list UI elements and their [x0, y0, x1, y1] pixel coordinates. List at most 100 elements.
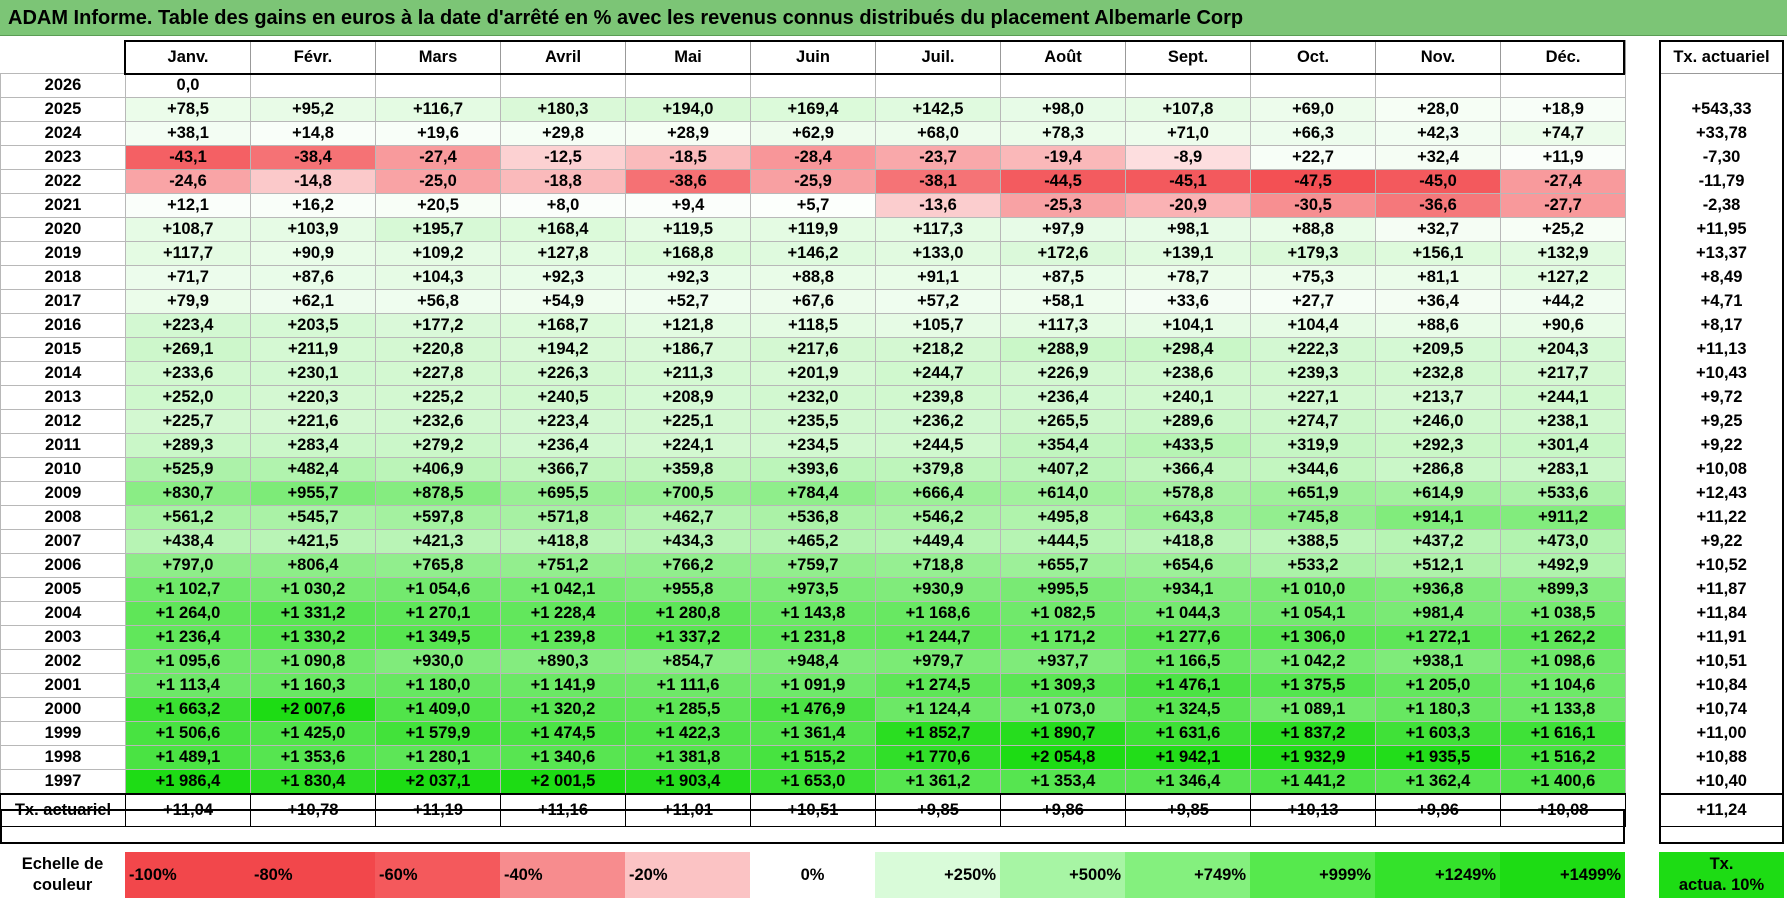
gain-cell: +88,8: [750, 265, 876, 290]
gain-cell: +1 830,4: [250, 769, 376, 794]
year-label: 2007: [0, 529, 126, 554]
gain-cell: +269,1: [125, 337, 251, 362]
gain-cell: +1 903,4: [625, 769, 751, 794]
table-row: 2025 +78,5 +95,2 +116,7 +180,3 +194,0 +169,4 +1…: [0, 97, 1626, 122]
gain-cell: +62,9: [750, 121, 876, 146]
annual-row: +11,84: [1660, 602, 1784, 626]
gain-cell: +66,3: [1250, 121, 1376, 146]
gain-cell: +765,8: [375, 553, 501, 578]
gain-cell: +44,2: [1500, 289, 1626, 314]
annual-row: +10,08: [1660, 458, 1784, 482]
color-scale-step: 0%: [750, 852, 875, 898]
table-row: 2002 +1 095,6 +1 090,8 +930,0 +890,3 +854,7 +9…: [0, 649, 1626, 674]
gain-cell: -47,5: [1250, 169, 1376, 194]
annual-cell: -11,79: [1698, 172, 1745, 190]
annual-row: +10,84: [1660, 674, 1784, 698]
annual-cell: +12,43: [1696, 484, 1747, 502]
gain-cell: +118,5: [750, 313, 876, 338]
gain-cell: +1 663,2: [125, 697, 251, 722]
gain-cell: +239,3: [1250, 361, 1376, 386]
annual-row: +11,91: [1660, 626, 1784, 650]
gain-cell: +444,5: [1000, 529, 1126, 554]
annual-cell: +11,95: [1696, 220, 1747, 238]
gain-cell: +359,8: [625, 457, 751, 482]
year-label: 2012: [0, 409, 126, 434]
color-scale-step-label: +749%: [1194, 865, 1246, 884]
gain-cell: +88,6: [1375, 313, 1501, 338]
color-scale-step: -20%: [625, 852, 750, 898]
gain-cell: +406,9: [375, 457, 501, 482]
gain-cell: +218,2: [875, 337, 1001, 362]
table-row: 2004 +1 264,0 +1 331,2 +1 270,1 +1 228,4 +1 2…: [0, 601, 1626, 626]
year-label: 2017: [0, 289, 126, 314]
gain-cell: +1 239,8: [500, 625, 626, 650]
gain-cell: +177,2: [375, 313, 501, 338]
gain-cell: +890,3: [500, 649, 626, 674]
gain-cell: +1 309,3: [1000, 673, 1126, 698]
color-scale-step-label: +250%: [944, 865, 996, 884]
annual-row: +8,17: [1660, 314, 1784, 338]
year-label: 2002: [0, 649, 126, 674]
gain-cell: +127,8: [500, 241, 626, 266]
gain-cell: +1 331,2: [250, 601, 376, 626]
gain-cell: +56,8: [375, 289, 501, 314]
year-label: 2005: [0, 577, 126, 602]
year-label: 2014: [0, 361, 126, 386]
gain-cell: +1 770,6: [875, 745, 1001, 770]
footer-cell: +10,51: [750, 792, 876, 827]
gain-cell: [1125, 73, 1251, 98]
table-row: 2009 +830,7 +955,7 +878,5 +695,5 +700,5 +784,4…: [0, 481, 1626, 506]
footer-cell: +11,19: [375, 792, 501, 827]
gain-cell: +168,8: [625, 241, 751, 266]
gain-cell: +29,8: [500, 121, 626, 146]
year-label: 2018: [0, 265, 126, 290]
annual-row: -7,30: [1660, 146, 1784, 170]
annual-scale-line2: actua. 10%: [1678, 876, 1765, 894]
gain-cell: +109,2: [375, 241, 501, 266]
gain-cell: +19,6: [375, 121, 501, 146]
gain-cell: +421,5: [250, 529, 376, 554]
gain-cell: +449,4: [875, 529, 1001, 554]
color-scale-step: -40%: [500, 852, 625, 898]
gain-cell: +1 515,2: [750, 745, 876, 770]
gain-cell: +797,0: [125, 553, 251, 578]
gain-cell: +22,7: [1250, 145, 1376, 170]
table-row: 1998 +1 489,1 +1 353,6 +1 280,1 +1 340,6 +1 3…: [0, 745, 1626, 770]
gain-cell: +695,5: [500, 481, 626, 506]
gain-cell: +119,5: [625, 217, 751, 242]
annual-row: +9,22: [1660, 434, 1784, 458]
footer-cell: +9,85: [875, 792, 1001, 827]
month-header: Janv.: [125, 40, 251, 74]
gain-cell: +1 890,7: [1000, 721, 1126, 746]
color-scale-step-label: +500%: [1069, 865, 1121, 884]
footer-cell: +9,86: [1000, 792, 1126, 827]
gain-cell: +240,5: [500, 385, 626, 410]
gain-cell: +434,3: [625, 529, 751, 554]
gain-cell: [875, 73, 1001, 98]
gain-cell: +1 409,0: [375, 697, 501, 722]
gain-cell: +1 089,1: [1250, 697, 1376, 722]
gain-cell: +1 168,6: [875, 601, 1001, 626]
month-header: Avril: [500, 40, 626, 74]
gain-cell: +217,6: [750, 337, 876, 362]
table-row: 2008 +561,2 +545,7 +597,8 +571,8 +462,7 +536,8…: [0, 505, 1626, 530]
table-row: 2026 0,0: [0, 73, 1626, 98]
gain-cell: +20,5: [375, 193, 501, 218]
gain-cell: -25,9: [750, 169, 876, 194]
annual-row: +4,71: [1660, 290, 1784, 314]
gain-cell: +465,2: [750, 529, 876, 554]
gain-cell: +1 095,6: [125, 649, 251, 674]
gain-cell: +220,8: [375, 337, 501, 362]
gain-cell: +238,1: [1500, 409, 1626, 434]
gain-cell: +495,8: [1000, 505, 1126, 530]
gain-cell: +81,1: [1375, 265, 1501, 290]
gain-cell: +955,7: [250, 481, 376, 506]
gain-cell: +179,3: [1250, 241, 1376, 266]
gain-cell: +32,7: [1375, 217, 1501, 242]
gain-cell: +806,4: [250, 553, 376, 578]
gain-cell: +234,5: [750, 433, 876, 458]
annual-cell: +9,72: [1700, 388, 1743, 406]
gain-cell: +12,1: [125, 193, 251, 218]
gain-cell: +127,2: [1500, 265, 1626, 290]
gain-cell: +92,3: [625, 265, 751, 290]
